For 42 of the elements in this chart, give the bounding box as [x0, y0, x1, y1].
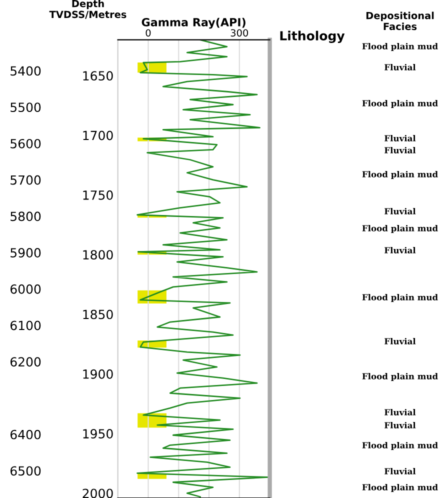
- text: Flood plain mud: [362, 170, 438, 180]
- x2-tick-label: 0: [146, 29, 151, 37]
- y2-tick-label: 5600: [10, 138, 41, 148]
- text: Fluvial: [384, 208, 416, 214]
- text: Depth TVDSS/Metres: [49, 0, 126, 19]
- text: Fluvial: [384, 422, 416, 428]
- y2-tick-label: 5800: [10, 212, 41, 222]
- y-tick-label: 1650: [83, 71, 113, 81]
- y2-tick-label: 6100: [10, 320, 41, 330]
- text: Fluvial: [384, 146, 416, 154]
- y2-tick-label: 5900: [10, 248, 41, 258]
- y-tick-label: 1850: [83, 310, 113, 320]
- y2-tick-label: 6000: [10, 284, 41, 294]
- text: Flood plain mud: [362, 42, 438, 52]
- text: Fluvial: [384, 408, 416, 416]
- text: Flood plain mud: [362, 100, 438, 108]
- y-tick-label: 1950: [83, 429, 113, 438]
- y-tick-label: 1900: [83, 369, 113, 379]
- y-tick-label: 2000: [82, 488, 113, 498]
- y2-tick-label: 6200: [10, 357, 41, 367]
- text: Flood plain mud: [362, 224, 438, 234]
- y-tick-label: 1700: [83, 130, 113, 140]
- x2-tick-label: 300: [230, 29, 248, 37]
- y2-tick-label: 5500: [10, 102, 41, 112]
- text: Lithology: [280, 30, 345, 43]
- text: Fluvial: [384, 338, 416, 344]
- text: Flood plain mud: [362, 372, 438, 382]
- y2-tick-label: 5400: [10, 66, 41, 76]
- y-tick-label: 1800: [83, 250, 113, 260]
- text: Depositional Facies: [366, 12, 434, 30]
- text: Flood plain mud: [362, 294, 438, 302]
- y2-tick-label: 6400: [10, 430, 41, 440]
- y2-tick-label: 5700: [10, 175, 41, 185]
- text: Fluvial: [384, 468, 416, 474]
- text: Flood plain mud: [362, 484, 438, 492]
- text: Fluvial: [384, 246, 416, 254]
- text: Fluvial: [384, 64, 416, 70]
- x2-axis-title: Gamma Ray(API): [142, 18, 246, 29]
- y-tick-label: 1750: [83, 190, 113, 200]
- text: Flood plain mud: [362, 442, 438, 450]
- text: Fluvial: [384, 134, 416, 142]
- y2-tick-label: 6500: [10, 466, 41, 476]
